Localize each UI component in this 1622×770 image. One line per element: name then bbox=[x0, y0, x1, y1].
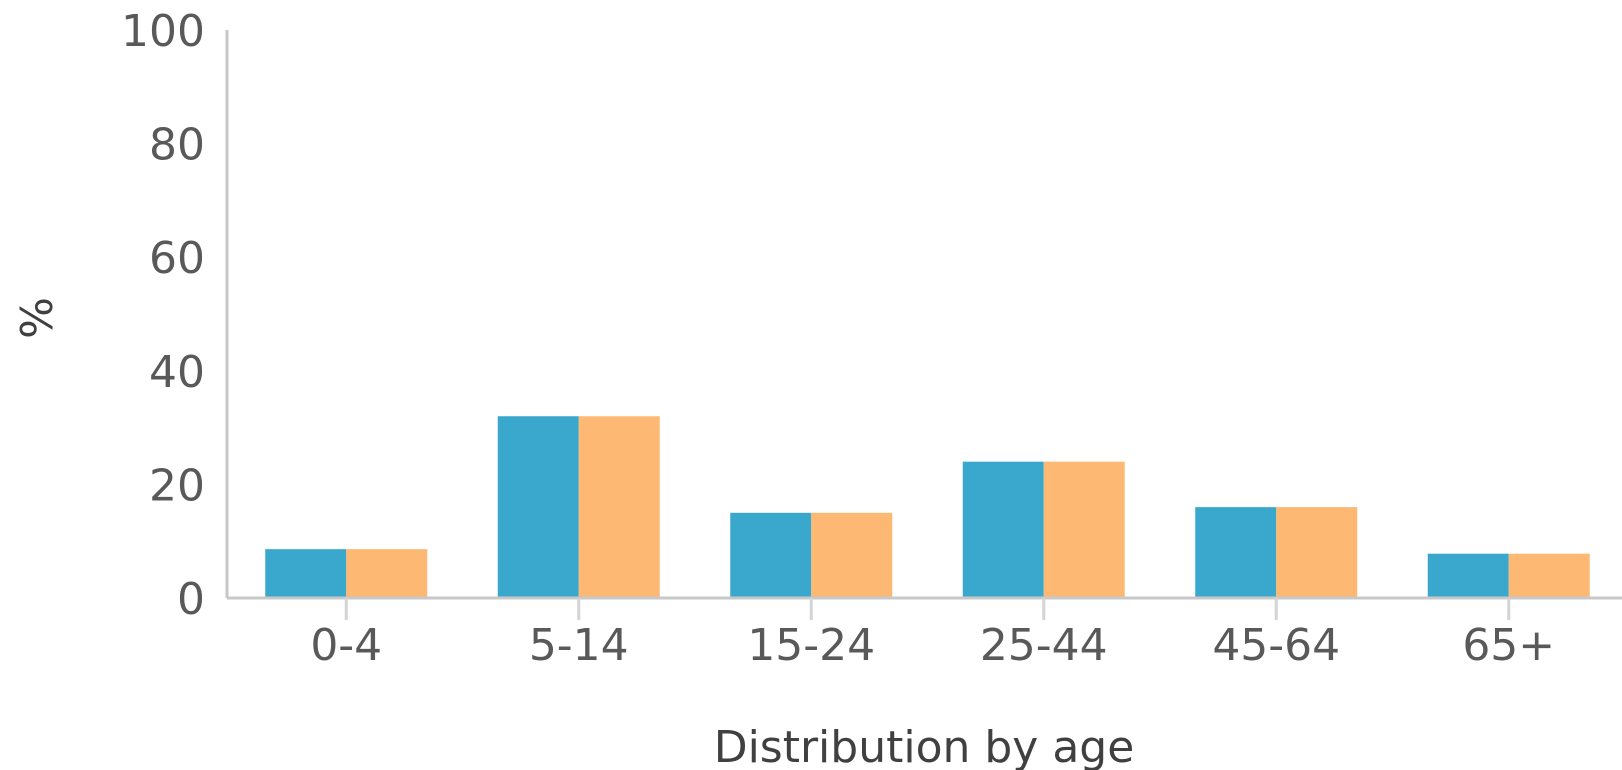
bar-15-24-series-2 bbox=[811, 512, 893, 598]
x-tick-label: 15-24 bbox=[747, 620, 875, 671]
y-tick-label: 20 bbox=[149, 460, 205, 511]
y-tick-label: 0 bbox=[177, 574, 205, 625]
y-axis-ticks: 0 20 40 60 80 100 bbox=[121, 6, 205, 625]
y-tick-label: 100 bbox=[121, 6, 205, 57]
bar-45-64-series-1 bbox=[1195, 507, 1277, 598]
bar-25-44-series-1 bbox=[962, 461, 1044, 598]
x-tick-label: 65+ bbox=[1462, 620, 1555, 671]
y-tick-label: 40 bbox=[149, 347, 205, 398]
x-tick-label: 25-44 bbox=[980, 620, 1108, 671]
bar-0-4-series-2 bbox=[346, 549, 428, 598]
bar-0-4-series-1 bbox=[265, 549, 347, 598]
x-tick-label: 5-14 bbox=[529, 620, 629, 671]
bar-65+-series-2 bbox=[1508, 553, 1590, 598]
bar-45-64-series-2 bbox=[1276, 507, 1358, 598]
y-tick-label: 60 bbox=[149, 233, 205, 284]
x-axis-title: Distribution by age bbox=[714, 722, 1135, 770]
x-axis-ticks: 0-4 5-14 15-24 25-44 45-64 65+ bbox=[310, 598, 1555, 671]
x-tick-label: 0-4 bbox=[310, 620, 382, 671]
bars bbox=[265, 416, 1590, 598]
bar-65+-series-1 bbox=[1427, 553, 1509, 598]
x-tick-label: 45-64 bbox=[1212, 620, 1340, 671]
bar-5-14-series-1 bbox=[497, 416, 579, 598]
bar-25-44-series-2 bbox=[1043, 461, 1125, 598]
y-axis-title: % bbox=[12, 297, 63, 339]
bar-5-14-series-2 bbox=[578, 416, 660, 598]
bar-15-24-series-1 bbox=[730, 512, 812, 598]
y-tick-label: 80 bbox=[149, 120, 205, 171]
